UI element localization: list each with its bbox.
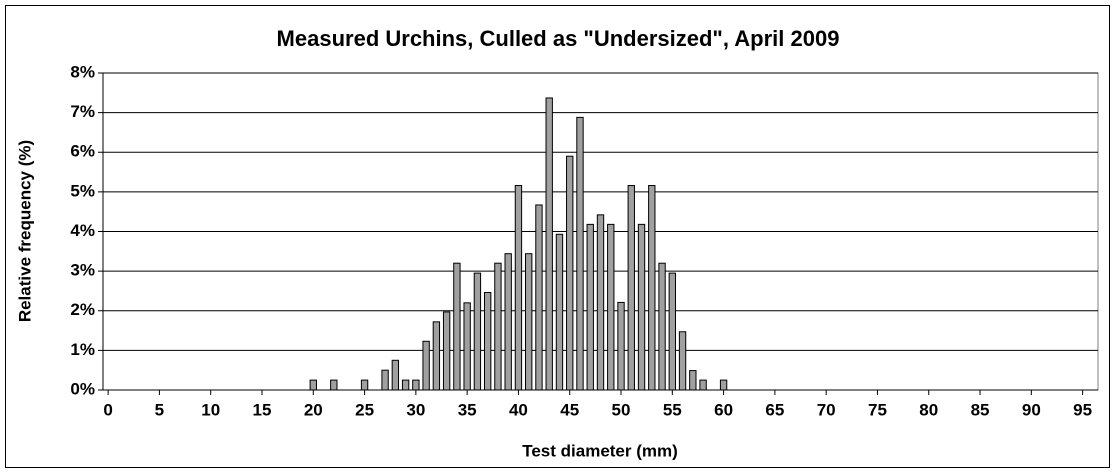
x-tick-label: 30 <box>406 400 425 419</box>
bar <box>545 97 553 391</box>
x-tick-label: 45 <box>560 400 579 419</box>
bar <box>483 292 492 391</box>
x-axis-label: Test diameter (mm) <box>522 441 678 460</box>
x-tick-label: 10 <box>201 400 220 419</box>
bar <box>504 253 512 391</box>
bar <box>668 272 676 391</box>
x-tick-label: 80 <box>919 400 938 419</box>
chart-title: Measured Urchins, Culled as "Undersized"… <box>277 26 840 51</box>
x-tick-label: 15 <box>253 400 272 419</box>
y-tick-label: 3% <box>70 261 95 280</box>
bar <box>309 379 317 391</box>
bar <box>412 379 420 391</box>
bar <box>514 185 523 391</box>
bar <box>699 379 707 391</box>
bar <box>627 185 635 391</box>
y-tick-label: 1% <box>70 340 95 359</box>
x-tick-label: 70 <box>817 400 836 419</box>
bar <box>432 321 441 391</box>
x-tick-label: 50 <box>612 400 631 419</box>
x-tick-label: 5 <box>155 400 164 419</box>
bar <box>330 379 338 391</box>
bar <box>566 155 574 391</box>
bar <box>607 223 615 391</box>
x-tick-label: 60 <box>714 400 733 419</box>
x-tick-label: 40 <box>509 400 528 419</box>
bar <box>719 379 728 391</box>
bar <box>576 116 584 391</box>
bar <box>525 253 533 391</box>
x-tick-label: 95 <box>1073 400 1092 419</box>
x-tick-label: 90 <box>1022 400 1041 419</box>
bar <box>555 233 564 391</box>
bar <box>442 311 451 391</box>
bar <box>473 272 482 391</box>
bar <box>422 340 430 391</box>
y-axis-label: Relative frequency (%) <box>15 140 34 322</box>
x-tick-label: 65 <box>765 400 784 419</box>
x-tick-label: 55 <box>663 400 682 419</box>
bar <box>463 302 471 391</box>
bar <box>689 370 697 391</box>
bar <box>391 359 400 391</box>
bar <box>658 262 666 391</box>
x-tick-label: 35 <box>458 400 477 419</box>
bar <box>678 331 687 391</box>
x-tick-label: 25 <box>355 400 374 419</box>
y-tick-label: 8% <box>70 62 95 81</box>
bar <box>637 223 646 391</box>
x-tick-label: 20 <box>304 400 323 419</box>
y-tick-label: 7% <box>70 102 95 121</box>
y-tick-label: 4% <box>70 221 95 240</box>
bar <box>360 379 369 391</box>
x-tick-label: 0 <box>103 400 112 419</box>
y-tick-label: 2% <box>70 300 95 319</box>
y-tick-label: 6% <box>70 142 95 161</box>
bar <box>596 214 605 391</box>
bar <box>401 379 410 391</box>
bar <box>535 204 543 391</box>
bar <box>381 369 389 391</box>
x-tick-label: 85 <box>971 400 990 419</box>
y-tick-label: 5% <box>70 181 95 200</box>
bar <box>586 223 594 391</box>
bar <box>617 301 625 391</box>
y-tick-label: 0% <box>70 379 95 398</box>
x-tick-label: 75 <box>868 400 887 419</box>
bar <box>648 185 656 391</box>
bar <box>494 262 502 391</box>
bar <box>453 262 461 391</box>
